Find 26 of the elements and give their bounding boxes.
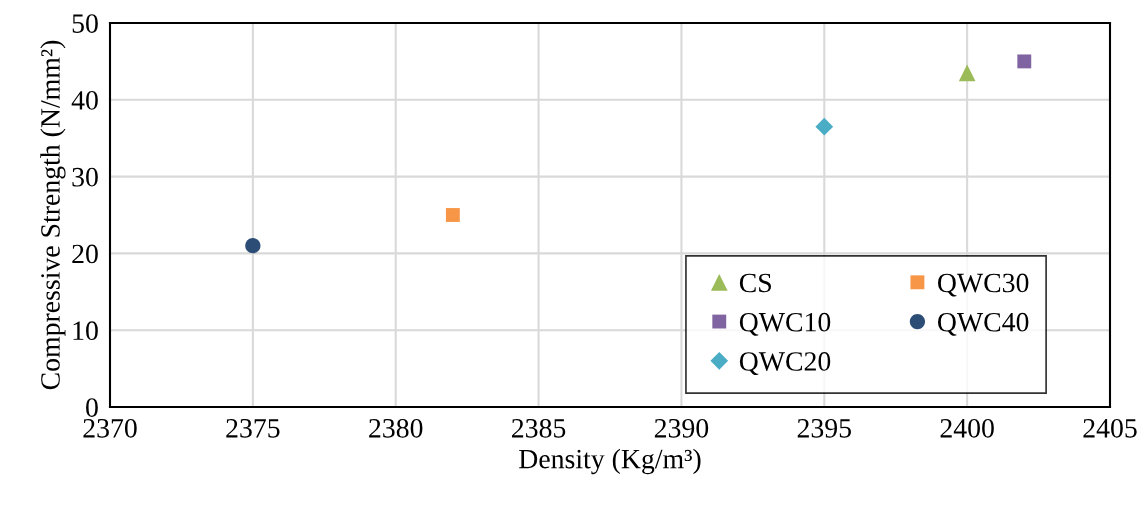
y-tick-label: 40: [71, 90, 98, 110]
legend-label: QWC10: [739, 312, 831, 336]
x-tick-label: 2380: [369, 418, 423, 438]
x-tick-label: 2370: [83, 418, 137, 438]
legend-label: QWC40: [938, 312, 1029, 336]
y-tick-label: 10: [73, 321, 98, 341]
legend-label: CS: [739, 273, 771, 293]
y-tick-label: 20: [72, 244, 98, 264]
point: [815, 117, 834, 136]
legend-label: QWC20: [739, 352, 831, 376]
point: [245, 238, 261, 254]
x-tick-label: 2405: [1083, 418, 1137, 438]
y-axis-title: Compressive Strength (N/mm²): [40, 40, 66, 390]
point: [445, 208, 460, 222]
x-tick-label: 2375: [226, 418, 280, 438]
y-tick-label: 30: [72, 167, 98, 187]
x-axis-title: Density (Kg/m³): [519, 448, 701, 475]
x-tick-label: 2400: [940, 418, 994, 438]
x-tick-label: 2385: [512, 418, 566, 438]
point: [1017, 54, 1032, 69]
x-tick-label: 2390: [654, 418, 709, 438]
point: [958, 64, 976, 82]
legend-label: QWC30: [938, 273, 1029, 297]
y-tick-label: 50: [72, 14, 98, 33]
x-tick-label: 2395: [797, 418, 851, 438]
y-tick-label: 0: [86, 398, 98, 417]
